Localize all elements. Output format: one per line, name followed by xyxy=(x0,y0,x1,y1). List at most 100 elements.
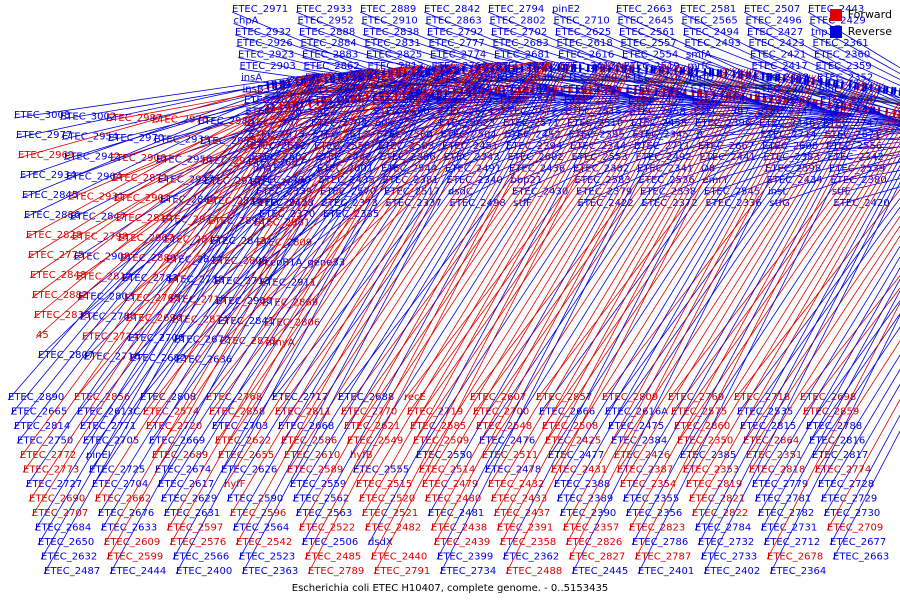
gene-label: ETEC_2480 xyxy=(425,494,481,505)
gene-label: ETEC_2542 xyxy=(236,537,292,548)
gene-label: ETEC_2586 xyxy=(281,436,337,447)
gene-label: ETEC_2883 xyxy=(302,50,358,61)
gene-label: ETEC_2684 xyxy=(35,523,91,534)
gene-label: ETEC_2562 xyxy=(293,494,349,505)
gene-label: ETEC_2389 xyxy=(557,494,613,505)
gene-label: ETEC_2401 xyxy=(638,566,694,577)
gene-label: ETEC_2631 xyxy=(164,508,220,519)
gene-label: ETEC_2910 xyxy=(362,15,418,26)
gene-label: ETEC_2402 xyxy=(704,566,760,577)
gene-label: ETEC_2617 xyxy=(158,479,214,490)
gene-label: ETEC_2683 xyxy=(493,38,549,49)
gene-label: ETEC_2730 xyxy=(824,508,880,519)
gene-label: ETEC_2554 xyxy=(622,50,678,61)
gene-label: ETEC_2590 xyxy=(227,494,283,505)
gene-label: ETEC_2576 xyxy=(170,537,226,548)
gene-label: smfA xyxy=(686,50,711,61)
gene-label: ETEC_2731 xyxy=(761,523,817,534)
gene-label: ETEC_2358 xyxy=(500,537,556,548)
gene-label: ETEC_2784 xyxy=(695,523,751,534)
gene-label: ETEC_2360 xyxy=(814,50,870,61)
gene-label: ETEC_2856 xyxy=(74,392,130,403)
gene-label: ETEC_2827 xyxy=(569,552,625,563)
gene-label: ETEC_2650 xyxy=(38,537,94,548)
gene-label: ETEC_2479 xyxy=(422,479,478,490)
legend-reverse-label: Reverse xyxy=(848,25,892,38)
gene-label: ETEC_2789 xyxy=(308,566,364,577)
gene-label: ETEC_2678 xyxy=(767,552,823,563)
gene-label: ETEC_2421 xyxy=(750,50,806,61)
gene-label: ETEC_2444 xyxy=(110,566,166,577)
gene-label: ETEC_2597 xyxy=(167,523,223,534)
gene-label: chpA xyxy=(234,15,259,26)
gene-label: ETEC_2433 xyxy=(491,494,547,505)
gene-label: ETEC_2773 xyxy=(23,465,79,476)
gene-label: ETEC_2689 xyxy=(152,450,208,461)
gene-label: ETEC_2732 xyxy=(698,537,754,548)
gene-label: ETEC_2791 xyxy=(374,566,430,577)
gene-label: ETEC_2932 xyxy=(235,27,291,38)
gene-label: ETEC_2413 xyxy=(753,72,809,83)
gene-label: ETEC_2440 xyxy=(371,552,427,563)
gene-label: ETEC_2609 xyxy=(104,537,160,548)
gene-label: ETEC_2391 xyxy=(497,523,553,534)
gene-label: ETEC_2506 xyxy=(302,537,358,548)
gene-label: ETEC_2781 xyxy=(755,494,811,505)
gene-label: ETEC_2485 xyxy=(305,552,361,563)
gene-label: ETEC_2559 xyxy=(290,479,346,490)
legend-forward-label: Forward xyxy=(848,8,892,21)
gene-label: ETEC_2522 xyxy=(299,523,355,534)
gene-label: ETEC_2520 xyxy=(359,494,415,505)
legend-forward: Forward xyxy=(830,8,892,21)
gene-label: ETEC_2427 xyxy=(747,27,803,38)
gene-label: ETEC_2888 xyxy=(299,27,355,38)
gene-label: ETEC_2488 xyxy=(506,566,562,577)
gene-label: ETEC_2826 xyxy=(566,537,622,548)
gene-label: ETEC_2823 xyxy=(629,523,685,534)
gene-label: ETEC_2338 xyxy=(640,186,696,197)
gene-label: ETEC_2842 xyxy=(424,4,480,15)
gene-label: ETEC_2838 xyxy=(363,27,419,38)
gene-label: dsdX xyxy=(368,537,393,548)
gene-label: ETEC_2802 xyxy=(490,15,546,26)
gene-label: ETEC_2786 xyxy=(632,537,688,548)
gene-label: ETEC_2496 xyxy=(746,15,802,26)
gene-label: ETEC_2718 xyxy=(734,392,790,403)
gene-label: ETEC_2400 xyxy=(176,566,232,577)
gene-label: emrY xyxy=(703,175,730,186)
gene-label: ETEC_2565 xyxy=(682,15,738,26)
gene-label: ETEC_2487 xyxy=(44,566,100,577)
gene-label: ETEC_2616 xyxy=(558,50,614,61)
gene-label: ETEC_2596 xyxy=(230,508,286,519)
gene-label: ETEC_2863 xyxy=(426,15,482,26)
gene-label: ETEC_2709 xyxy=(827,523,883,534)
gene-label: ETEC_2561 xyxy=(619,27,675,38)
gene-label: ETEC_2884 xyxy=(301,38,357,49)
gene-label: ETEC_2356 xyxy=(626,508,682,519)
gene-label: ETEC_2819 xyxy=(686,479,742,490)
gene-label: ETEC_2494 xyxy=(683,27,739,38)
gene-label: ETEC_2681 xyxy=(494,50,550,61)
gene-label: ETEC_2710 xyxy=(554,15,610,26)
gene-label: ETEC_2822 xyxy=(692,508,748,519)
gene-label: ETEC_2777 xyxy=(429,38,485,49)
gene-label: ETEC_2621 xyxy=(344,421,400,432)
gene-label: ETEC_2774 xyxy=(430,50,486,61)
gene-label: 45 xyxy=(36,330,49,341)
gene-label: ETEC_2445 xyxy=(572,566,628,577)
gene-label: ETEC_2354 xyxy=(620,479,676,490)
gene-label: stfE xyxy=(832,186,851,197)
gene-label: ETEC_2636 xyxy=(176,355,232,366)
gene-label: ETEC_2862 xyxy=(304,61,360,72)
gene-label: ETEC_2574 xyxy=(143,407,199,418)
gene-label: ETEC_2676 xyxy=(98,508,154,519)
gene-label: ETEC_2352 xyxy=(817,72,873,83)
gene-label: ETEC_2728 xyxy=(818,479,874,490)
gene-label: ETEC_2933 xyxy=(296,4,352,15)
gene-label: ETEC_2787 xyxy=(635,552,691,563)
gene-label: ETEC_2645 xyxy=(618,15,674,26)
gene-label: ETEC_2585 xyxy=(410,421,466,432)
gene-label: ETEC_2511 xyxy=(482,450,538,461)
gene-label: ETEC_2481 xyxy=(428,508,484,519)
